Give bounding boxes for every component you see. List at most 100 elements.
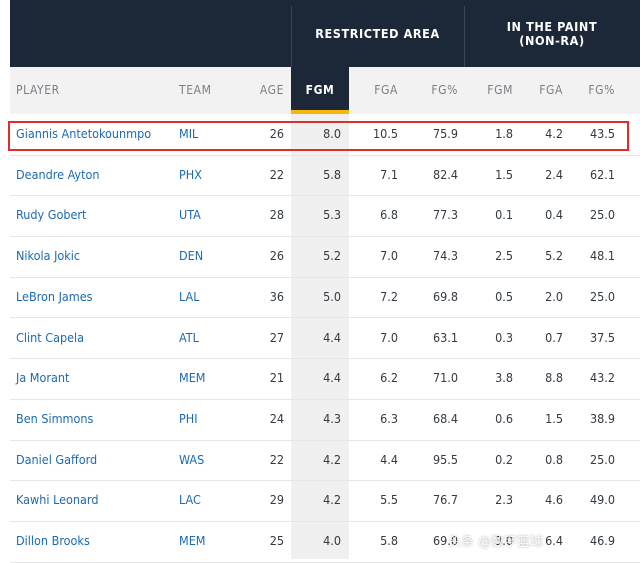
group-header-bar (10, 0, 640, 67)
team-abbr[interactable]: LAC (179, 492, 201, 508)
ra-fgp-value: 76.7 (432, 492, 458, 508)
highlight-box (8, 121, 629, 151)
group-divider (291, 6, 292, 67)
age-value: 22 (269, 451, 284, 467)
ip-fgp-value: 37.5 (589, 329, 615, 345)
ip-fgp-value: 49.0 (589, 492, 615, 508)
age-value: 28 (269, 207, 284, 223)
team-abbr[interactable]: UTA (179, 207, 201, 223)
table-row: Ja Morant MEM 21 4.4 6.2 71.0 3.8 8.8 43.2 (10, 358, 640, 400)
ip-fga-value: 4.2 (545, 126, 563, 141)
age-value: 36 (269, 288, 284, 304)
col-ip-fgm[interactable]: FGM (487, 83, 513, 97)
team-abbr[interactable]: MIL (179, 126, 199, 141)
ra-fga-value: 5.8 (380, 533, 398, 548)
ip-fgm-value: 1.5 (495, 166, 513, 182)
ra-fgm-value: 5.8 (323, 166, 341, 182)
sorted-column-shade (291, 114, 349, 559)
age-value: 22 (269, 166, 284, 182)
col-ip-fgp[interactable]: FG% (588, 83, 615, 97)
ra-fga-value: 7.0 (380, 248, 398, 264)
ra-fgm-value: 5.2 (323, 248, 341, 264)
player-name[interactable]: Dillon Brooks (16, 533, 90, 548)
ip-fgp-value: 48.1 (589, 248, 615, 264)
ra-fgp-value: 69.8 (432, 288, 458, 304)
col-age[interactable]: AGE (259, 83, 284, 97)
player-name[interactable]: Ja Morant (16, 370, 70, 386)
team-abbr[interactable]: WAS (179, 451, 205, 467)
table-row: Kawhi Leonard LAC 29 4.2 5.5 76.7 2.3 4.6 49.0 (10, 480, 640, 522)
ip-fga-value: 5.2 (545, 248, 563, 264)
ra-fgp-value: 63.1 (432, 329, 458, 345)
ip-fgm-value: 0.3 (495, 329, 513, 345)
watermark: 头条 @数字篮球 (448, 535, 544, 550)
ra-fgm-value: 4.0 (323, 533, 341, 548)
col-ip-fga[interactable]: FGA (539, 83, 563, 97)
age-value: 21 (269, 370, 284, 386)
ra-fgm-value: 4.4 (323, 329, 341, 345)
ra-fga-value: 4.4 (380, 451, 398, 467)
team-abbr[interactable]: DEN (179, 248, 204, 264)
player-name[interactable]: Nikola Jokic (16, 248, 81, 264)
team-abbr[interactable]: ATL (179, 329, 199, 345)
table-row: LeBron James LAL 36 5.0 7.2 69.8 0.5 2.0 25.0 (10, 277, 640, 319)
team-abbr[interactable]: MEM (179, 370, 206, 386)
player-name[interactable]: LeBron James (16, 288, 93, 304)
ip-fgp-value: 25.0 (589, 288, 615, 304)
ip-fga-value: 0.4 (545, 207, 563, 223)
player-name[interactable]: Ben Simmons (16, 410, 94, 426)
player-name[interactable]: Kawhi Leonard (16, 492, 99, 508)
table-row: Ben Simmons PHI 24 4.3 6.3 68.4 0.6 1.5 38.9 (10, 399, 640, 441)
age-value: 29 (269, 492, 284, 508)
team-abbr[interactable]: PHX (179, 166, 202, 182)
ip-fgp-value: 62.1 (589, 166, 615, 182)
ra-fga-value: 7.2 (380, 288, 398, 304)
ip-fgm-value: 0.2 (495, 451, 513, 467)
ra-fga-value: 6.3 (380, 410, 398, 426)
ip-fga-value: 4.6 (545, 492, 563, 508)
age-value: 24 (269, 410, 284, 426)
table-row: Giannis Antetokounmpo MIL 26 8.0 10.5 75.9 1.8… (10, 114, 640, 156)
ip-fga-value: 8.8 (545, 370, 563, 386)
ip-fgm-value: 0.6 (495, 410, 513, 426)
col-team[interactable]: TEAM (179, 83, 212, 97)
ip-fgm-value: 0.5 (495, 288, 513, 304)
group-divider (464, 6, 465, 67)
player-name[interactable]: Clint Capela (16, 329, 85, 345)
group-restricted-area: RESTRICTED AREA (315, 25, 440, 41)
ip-fgm-value: 2.3 (495, 492, 513, 508)
player-name[interactable]: Daniel Gafford (16, 451, 98, 467)
team-abbr[interactable]: PHI (179, 410, 198, 426)
ip-fgm-value: 1.8 (495, 126, 513, 141)
ra-fgm-value: 4.3 (323, 410, 341, 426)
ra-fgm-value: 4.2 (323, 492, 341, 508)
ra-fgm-value: 8.0 (323, 126, 341, 141)
ra-fgp-value: 71.0 (432, 370, 458, 386)
ip-fga-value: 0.8 (545, 451, 563, 467)
player-name[interactable]: Deandre Ayton (16, 166, 100, 182)
ip-fgp-value: 46.9 (589, 533, 615, 548)
age-value: 27 (269, 329, 284, 345)
col-ra-fgm[interactable]: FGM (291, 67, 349, 114)
ra-fgp-value: 82.4 (432, 166, 458, 182)
ra-fga-value: 10.5 (372, 126, 398, 141)
ip-fga-value: 2.4 (545, 166, 563, 182)
ra-fgp-value: 77.3 (432, 207, 458, 223)
ip-fgp-value: 43.2 (589, 370, 615, 386)
team-abbr[interactable]: LAL (179, 288, 200, 304)
col-ra-fga[interactable]: FGA (374, 83, 398, 97)
ra-fga-value: 7.1 (380, 166, 398, 182)
team-abbr[interactable]: MEM (179, 533, 206, 548)
ip-fga-value: 6.4 (545, 533, 563, 548)
ra-fgp-value: 75.9 (432, 126, 458, 141)
ip-fgm-value: 2.5 (495, 248, 513, 264)
ip-fga-value: 1.5 (545, 410, 563, 426)
player-name[interactable]: Giannis Antetokounmpo (16, 126, 152, 141)
ra-fgm-value: 5.0 (323, 288, 341, 304)
col-player[interactable]: PLAYER (16, 83, 60, 97)
ip-fgp-value: 38.9 (589, 410, 615, 426)
col-ra-fgp[interactable]: FG% (431, 83, 458, 97)
ra-fgp-value: 69.0 (432, 533, 458, 548)
player-name[interactable]: Rudy Gobert (16, 207, 87, 223)
ra-fgm-value: 5.3 (323, 207, 341, 223)
